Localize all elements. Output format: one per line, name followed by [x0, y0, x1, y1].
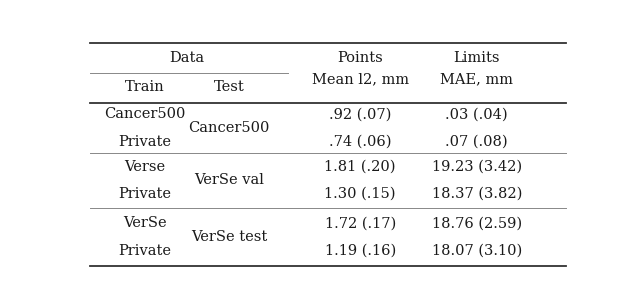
Text: .74 (.06): .74 (.06) [329, 135, 392, 149]
Text: Cancer500: Cancer500 [188, 121, 269, 135]
Text: 18.76 (2.59): 18.76 (2.59) [432, 216, 522, 230]
Text: MAE, mm: MAE, mm [440, 72, 513, 86]
Text: 18.07 (3.10): 18.07 (3.10) [431, 244, 522, 258]
Text: VerSe test: VerSe test [191, 230, 267, 244]
Text: Test: Test [213, 80, 244, 94]
Text: 1.72 (.17): 1.72 (.17) [324, 216, 396, 230]
Text: Mean l2, mm: Mean l2, mm [312, 72, 409, 86]
Text: Train: Train [125, 80, 164, 94]
Text: VerSe: VerSe [123, 216, 166, 230]
Text: 1.81 (.20): 1.81 (.20) [324, 160, 396, 174]
Text: .03 (.04): .03 (.04) [445, 107, 508, 121]
Text: Private: Private [118, 244, 171, 258]
Text: Private: Private [118, 135, 171, 149]
Text: Private: Private [118, 187, 171, 201]
Text: Limits: Limits [454, 51, 500, 65]
Text: 1.30 (.15): 1.30 (.15) [324, 187, 396, 201]
Text: Cancer500: Cancer500 [104, 107, 185, 121]
Text: 18.37 (3.82): 18.37 (3.82) [431, 187, 522, 201]
Text: Data: Data [169, 51, 204, 65]
Text: 1.19 (.16): 1.19 (.16) [324, 244, 396, 258]
Text: VerSe val: VerSe val [194, 174, 264, 188]
Text: .92 (.07): .92 (.07) [329, 107, 392, 121]
Text: .07 (.08): .07 (.08) [445, 135, 508, 149]
Text: 19.23 (3.42): 19.23 (3.42) [432, 160, 522, 174]
Text: Points: Points [337, 51, 383, 65]
Text: Verse: Verse [124, 160, 165, 174]
